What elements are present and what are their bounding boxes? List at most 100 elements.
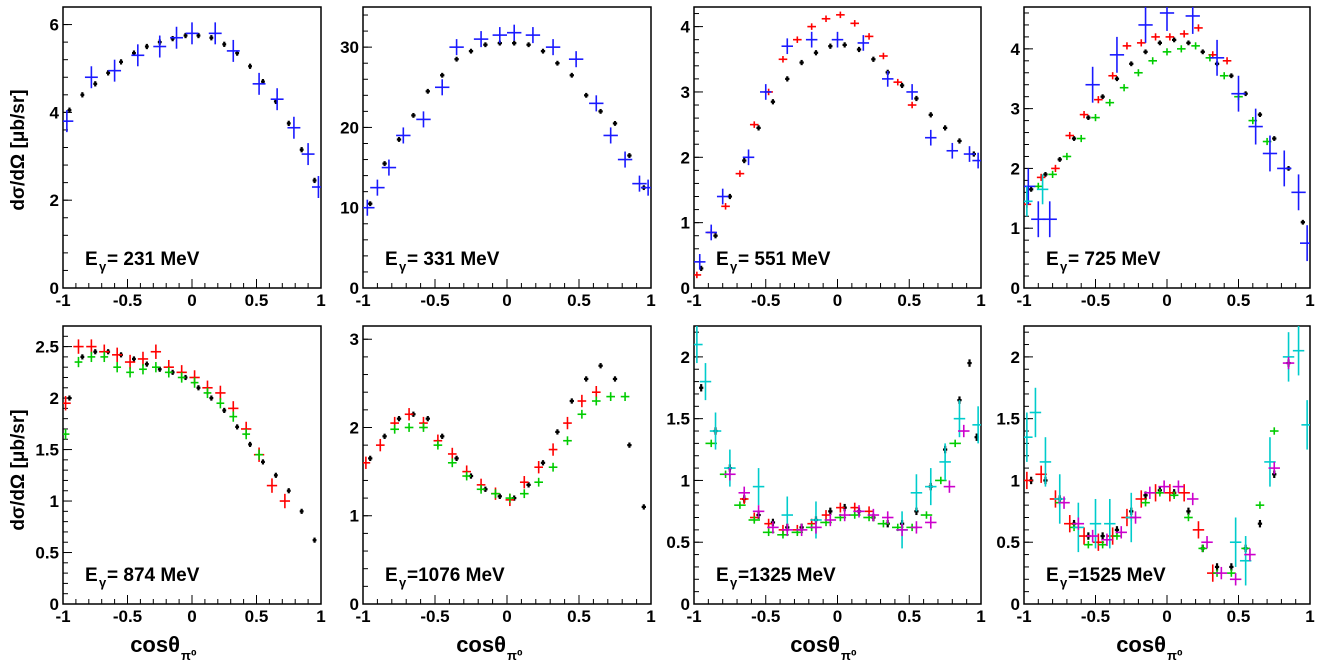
x-tick-label: -1 bbox=[1016, 607, 1031, 626]
data-point bbox=[925, 468, 937, 506]
data-point bbox=[519, 476, 529, 489]
data-point bbox=[144, 361, 149, 367]
data-point bbox=[454, 455, 459, 462]
data-point bbox=[1248, 108, 1263, 145]
data-point bbox=[752, 468, 765, 506]
data-point bbox=[1143, 49, 1148, 55]
x-tick-label: 1 bbox=[1305, 607, 1314, 626]
data-point bbox=[131, 44, 145, 67]
data-point bbox=[821, 15, 831, 23]
y-tick-label: 1 bbox=[681, 471, 690, 490]
x-tick-label: -1 bbox=[55, 291, 70, 310]
x-tick-label: -0.5 bbox=[420, 607, 449, 626]
data-point bbox=[1086, 529, 1099, 543]
x-tick-label: 0 bbox=[187, 607, 196, 626]
data-point bbox=[255, 449, 263, 460]
data-point bbox=[312, 537, 317, 543]
panel-4: -1 -0.5 0 0.5 1 0 1 2 3 4 E γ = 725 MeV bbox=[1011, 6, 1315, 310]
x-tick-label: -0.5 bbox=[113, 607, 142, 626]
energy-label-value: = 725 MeV bbox=[1068, 249, 1161, 270]
data-point bbox=[836, 502, 845, 513]
data-point bbox=[1129, 511, 1142, 524]
data-point bbox=[724, 449, 736, 487]
data-point bbox=[299, 147, 304, 153]
energy-label-sub: γ bbox=[1060, 259, 1068, 274]
data-point bbox=[555, 60, 560, 66]
data-point bbox=[177, 372, 186, 383]
series-magenta bbox=[724, 424, 970, 537]
data-point bbox=[150, 344, 162, 359]
data-point bbox=[928, 112, 933, 118]
x-tick-label: -0.5 bbox=[1081, 607, 1110, 626]
energy-label-prefix: E bbox=[85, 249, 98, 270]
data-point bbox=[1122, 42, 1132, 50]
data-point bbox=[74, 356, 83, 368]
data-point bbox=[805, 31, 818, 48]
plot-frame bbox=[362, 325, 652, 605]
data-point bbox=[910, 521, 923, 534]
data-point bbox=[222, 41, 227, 47]
data-point bbox=[137, 351, 149, 367]
data-point bbox=[1172, 37, 1177, 43]
data-point bbox=[1144, 486, 1156, 499]
data-point bbox=[73, 339, 84, 354]
data-point bbox=[279, 493, 291, 509]
data-point bbox=[721, 203, 730, 210]
energy-label-value: =1076 MeV bbox=[407, 565, 505, 586]
data-point bbox=[396, 127, 411, 144]
y-tick-label: 1 bbox=[350, 507, 359, 526]
data-point bbox=[519, 489, 529, 499]
series-cyan bbox=[1024, 326, 1310, 586]
data-point bbox=[864, 33, 874, 40]
data-point bbox=[925, 516, 937, 529]
data-point bbox=[1201, 536, 1213, 549]
x-tick-label: 0 bbox=[187, 291, 196, 310]
x-tick-label: 0.5 bbox=[567, 291, 591, 310]
data-point bbox=[584, 376, 589, 382]
data-point bbox=[1229, 573, 1242, 586]
x-axis-label-4: cosθ bbox=[1116, 632, 1166, 657]
energy-label-sub: γ bbox=[399, 575, 407, 590]
data-point bbox=[1177, 45, 1186, 53]
energy-label-value: = 874 MeV bbox=[107, 565, 200, 586]
data-point bbox=[312, 177, 317, 184]
data-point bbox=[838, 508, 851, 522]
y-tick-label: 6 bbox=[50, 16, 59, 35]
data-point bbox=[857, 35, 870, 51]
data-point bbox=[67, 107, 72, 113]
data-point bbox=[1134, 69, 1143, 77]
data-point bbox=[433, 440, 443, 450]
data-point bbox=[799, 59, 804, 66]
data-point bbox=[879, 52, 888, 60]
plot-frame bbox=[693, 6, 982, 289]
data-point bbox=[821, 510, 831, 520]
y-tick-label: 0 bbox=[50, 279, 59, 298]
data-point bbox=[1108, 72, 1117, 80]
x-tick-label: -1 bbox=[355, 607, 370, 626]
data-point bbox=[824, 513, 837, 527]
series-green bbox=[1034, 42, 1272, 190]
data-point bbox=[767, 521, 779, 534]
data-point bbox=[632, 175, 647, 192]
data-point bbox=[1269, 427, 1279, 435]
data-point bbox=[507, 24, 522, 41]
data-point bbox=[1065, 131, 1075, 140]
x-tick-label: 0.5 bbox=[1227, 291, 1251, 310]
data-point bbox=[1048, 170, 1057, 178]
data-point bbox=[1136, 39, 1146, 47]
data-point bbox=[1100, 532, 1105, 540]
data-point bbox=[483, 42, 488, 48]
data-point bbox=[273, 472, 278, 478]
data-point bbox=[1162, 48, 1172, 56]
data-point bbox=[226, 39, 240, 62]
data-point bbox=[1086, 115, 1091, 120]
data-point bbox=[1084, 540, 1093, 549]
data-point bbox=[813, 50, 819, 56]
data-point bbox=[738, 486, 750, 499]
data-point bbox=[209, 35, 214, 41]
data-point bbox=[563, 416, 572, 430]
data-point bbox=[555, 429, 560, 435]
data-point bbox=[899, 82, 905, 89]
x-tick-label: 1 bbox=[646, 291, 655, 310]
